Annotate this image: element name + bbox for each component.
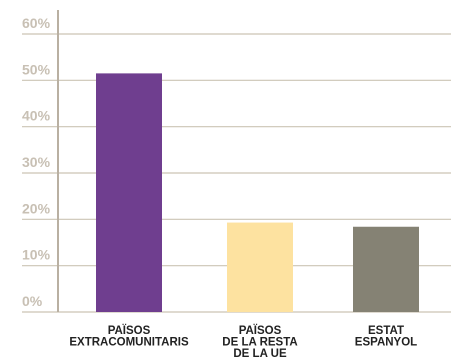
bar	[227, 222, 293, 312]
category-label-line: PAÏSOS	[239, 324, 282, 337]
category-label-line: PAÏSOS	[108, 324, 151, 337]
grid-lines	[22, 33, 451, 313]
y-tick-label: 10%	[22, 247, 51, 263]
category-label: PAÏSOS EXTRACOMUNITARIS	[69, 324, 189, 349]
category-label: ESTAT ESPANYOL	[355, 325, 417, 349]
y-tick-label: 50%	[22, 61, 51, 77]
category-label-line: EXTRACOMUNITARIS	[69, 337, 189, 349]
bar	[96, 73, 162, 312]
y-tick-label: 30%	[22, 154, 51, 170]
category-label-line: ESTAT	[368, 325, 404, 337]
category-label: PAÏSOS DE LA RESTA DE LA UE	[222, 324, 297, 358]
y-tick-label: 40%	[22, 108, 51, 124]
bar	[353, 226, 419, 312]
y-tick-label: 60%	[22, 15, 51, 31]
category-label-line: ESPANYOL	[355, 337, 417, 349]
category-label-line: DE LA RESTA	[222, 337, 297, 349]
y-axis-tick-labels: 0% 10% 20% 30% 40% 50% 60%	[22, 15, 51, 309]
y-tick-label: 20%	[22, 200, 51, 216]
y-tick-label: 0%	[22, 293, 43, 309]
category-label-line: DE LA UE	[233, 348, 287, 358]
bars	[96, 73, 419, 312]
